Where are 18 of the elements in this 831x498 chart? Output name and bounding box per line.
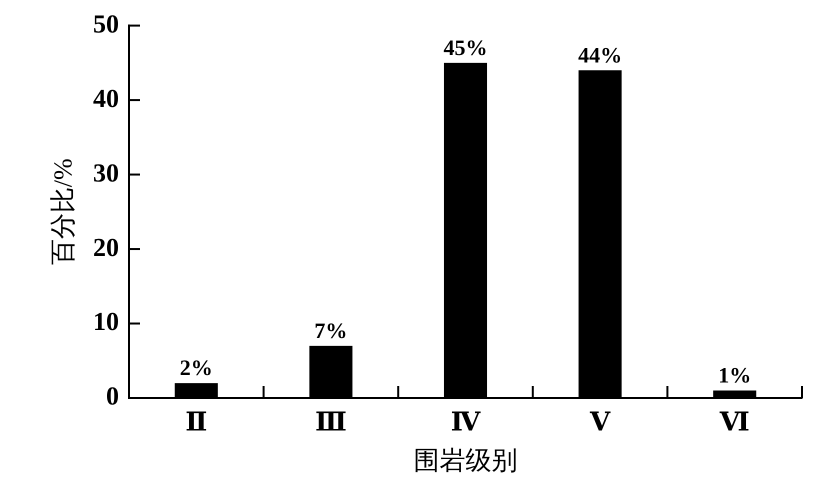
data-label: 2% [180,355,213,380]
y-tick-label: 50 [93,9,119,38]
data-label: 44% [578,42,622,68]
y-tick-label: 10 [93,307,119,336]
data-label: 1% [718,362,752,388]
x-tick-label: Ⅴ [589,407,612,436]
y-axis-title: 百分比/% [48,158,78,266]
data-label: 7% [314,318,348,343]
x-axis-title: 围岩级别 [414,446,518,476]
x-tick-label: Ⅱ [185,407,208,436]
y-tick-label: 20 [93,232,119,262]
y-tick-label: 0 [106,382,119,411]
y-tick-label: 30 [93,158,119,188]
x-tick-label: Ⅳ [450,407,481,436]
x-tick-label: Ⅲ [315,407,347,436]
x-tick-label: Ⅵ [718,407,750,436]
data-label: 45% [444,34,488,60]
y-tick-label: 40 [93,84,119,113]
